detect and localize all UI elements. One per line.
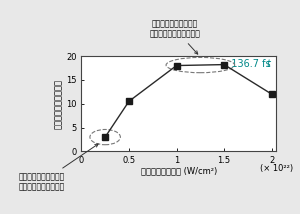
Y-axis label: エネルギーの強い割合: エネルギーの強い割合 [54, 79, 63, 129]
Text: 相対論性理論の効果が
全く効いていない場合: 相対論性理論の効果が 全く効いていない場合 [19, 144, 98, 192]
X-axis label: レーザー集光強度 (W/cm²): レーザー集光強度 (W/cm²) [141, 167, 217, 176]
Text: = 136.7 fs: = 136.7 fs [217, 59, 271, 69]
Text: 相対論性理論の効果が
最もよく効いている場合: 相対論性理論の効果が 最もよく効いている場合 [150, 19, 200, 54]
Text: (× 10²²): (× 10²²) [260, 164, 293, 173]
Text: t: t [267, 59, 271, 69]
